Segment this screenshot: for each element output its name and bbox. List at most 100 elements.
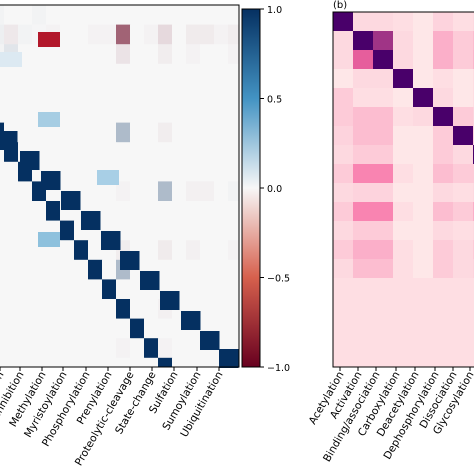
heatmap-cell (116, 103, 131, 123)
heatmap-cell (393, 50, 414, 70)
heatmap-cell (102, 63, 117, 84)
heatmap-cell (214, 299, 229, 319)
heatmap-cell (18, 279, 33, 300)
heatmap-cell (74, 83, 89, 104)
heatmap-cell (60, 318, 75, 339)
heatmap-cell (144, 299, 159, 319)
heatmap-cell (60, 161, 75, 182)
heatmap-cell (393, 107, 414, 127)
heatmap-cell (172, 142, 187, 163)
heatmap-cell (200, 201, 215, 221)
heatmap-cell (373, 69, 394, 89)
heatmap-cell (214, 103, 229, 123)
heatmap-cell (74, 357, 89, 368)
highlight-cell (38, 232, 60, 247)
heatmap-cell (74, 299, 89, 319)
heatmap-cell (214, 279, 229, 300)
heatmap-cell (46, 5, 61, 25)
heatmap-cell (353, 183, 374, 203)
heatmap-cell (353, 278, 374, 298)
heatmap-cell (413, 335, 434, 355)
heatmap-cell (0, 240, 5, 261)
heatmap-cell (228, 83, 240, 104)
heatmap-cell (144, 240, 159, 261)
heatmap-cell (413, 240, 434, 260)
diagonal-cell (20, 151, 40, 170)
heatmap-cell (144, 44, 159, 65)
heatmap-cell (433, 88, 454, 108)
heatmap-cell (453, 12, 474, 32)
heatmap-cell (60, 279, 75, 300)
heatmap-cell (88, 24, 103, 45)
heatmap-cell (228, 220, 240, 241)
heatmap-cell (393, 31, 414, 51)
heatmap-cell (200, 142, 215, 163)
heatmap-cell (186, 279, 201, 300)
heatmap-cell (433, 297, 454, 317)
heatmap-cell (228, 318, 240, 339)
heatmap-cell (0, 142, 5, 163)
heatmap-cell (228, 5, 240, 25)
heatmap-cell (158, 201, 173, 221)
heatmap-cell (186, 201, 201, 221)
heatmap-cell (144, 103, 159, 123)
heatmap-cell (4, 259, 19, 280)
heatmap-cell (60, 299, 75, 319)
heatmap-cell (144, 161, 159, 182)
heatmap-cell (74, 24, 89, 45)
heatmap-cell (433, 335, 454, 355)
heatmap-cell (333, 183, 354, 203)
heatmap-cell (433, 221, 454, 241)
panel-b-cells (333, 12, 474, 368)
colorbar-tick-label: 0.5 (267, 95, 282, 106)
heatmap-cell (74, 259, 89, 280)
heatmap-cell (116, 357, 131, 368)
heatmap-cell (353, 12, 374, 32)
heatmap-cell (46, 259, 61, 280)
heatmap-cell (353, 126, 374, 146)
heatmap-cell (413, 202, 434, 222)
heatmap-cell (4, 63, 19, 84)
heatmap-cell (393, 145, 414, 165)
heatmap-cell (214, 5, 229, 25)
heatmap-cell (18, 201, 33, 221)
heatmap-cell (353, 107, 374, 127)
heatmap-cell (116, 338, 131, 359)
panel-a-heatmap: HydroxylationInhibitionMethylationMyrist… (0, 4, 240, 468)
heatmap-cell (74, 161, 89, 182)
heatmap-cell (102, 201, 117, 221)
heatmap-cell (186, 24, 201, 45)
heatmap-cell (0, 299, 5, 319)
heatmap-cell (60, 5, 75, 25)
heatmap-cell (453, 297, 474, 317)
heatmap-cell (333, 259, 354, 279)
heatmap-cell (200, 83, 215, 104)
heatmap-cell (186, 5, 201, 25)
heatmap-cell (60, 44, 75, 65)
heatmap-cell (18, 103, 33, 123)
heatmap-cell (18, 338, 33, 359)
heatmap-cell (393, 297, 414, 317)
heatmap-cell (88, 181, 103, 202)
heatmap-cell (116, 63, 131, 84)
heatmap-cell (333, 221, 354, 241)
heatmap-cell (333, 69, 354, 89)
heatmap-cell (18, 299, 33, 319)
heatmap-cell (228, 279, 240, 300)
heatmap-cell (60, 357, 75, 368)
heatmap-cell (0, 279, 5, 300)
heatmap-cell (144, 181, 159, 202)
panel-b-label: (b) (333, 0, 347, 11)
heatmap-cell (228, 122, 240, 143)
heatmap-cell (144, 24, 159, 45)
heatmap-cell (200, 259, 215, 280)
heatmap-cell (228, 103, 240, 123)
heatmap-cell (228, 161, 240, 182)
heatmap-cell (413, 183, 434, 203)
heatmap-cell (433, 240, 454, 260)
heatmap-cell (60, 63, 75, 84)
heatmap-cell (433, 50, 454, 70)
heatmap-cell (214, 122, 229, 143)
heatmap-cell (172, 63, 187, 84)
heatmap-cell (453, 240, 474, 260)
